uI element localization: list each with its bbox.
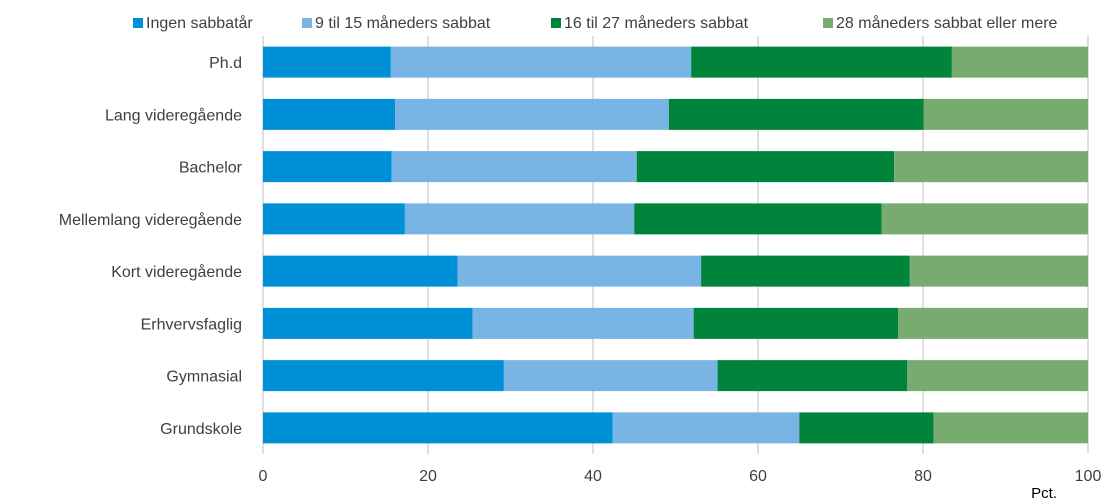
category-labels: Ph.d Lang videregående Bachelor Mellemlang … (59, 55, 243, 438)
category-label: Gymnasial (166, 369, 242, 386)
bar-segment (457, 255, 702, 287)
category-label: Ph.d (209, 55, 242, 72)
bar-segment (472, 307, 694, 339)
x-tick-60: 60 (749, 468, 767, 485)
bar-segment (263, 98, 395, 130)
category-label: Erhvervsfaglig (141, 316, 242, 333)
bar-segment (395, 98, 669, 130)
bar-segment (898, 307, 1088, 339)
legend-swatch (133, 18, 143, 28)
category-label: Kort videregående (111, 263, 242, 281)
x-tick-40: 40 (584, 468, 602, 485)
legend-swatch (551, 18, 561, 28)
x-tick-0: 0 (259, 468, 268, 485)
bars (263, 46, 1088, 444)
bar-segment (404, 203, 635, 235)
bar-segment (263, 255, 458, 287)
bar-segment (717, 360, 908, 392)
bar-segment (701, 255, 910, 287)
x-unit-label: Pct. (1031, 485, 1057, 502)
x-tick-80: 80 (914, 468, 932, 485)
bar-segment (634, 203, 882, 235)
category-label: Bachelor (179, 160, 243, 177)
bar-segment (263, 307, 473, 339)
gridlines (262, 36, 1089, 454)
bar-segment (909, 255, 1088, 287)
bar-segment (668, 98, 924, 130)
bar-segment (799, 412, 934, 444)
x-tick-labels: 0 20 40 60 80 100 (259, 468, 1102, 485)
bar-segment (894, 151, 1088, 183)
bar-segment (390, 46, 692, 78)
bar-segment (693, 307, 899, 339)
bar-segment (263, 46, 391, 78)
legend-label: 28 måneders sabbat eller mere (836, 14, 1058, 32)
bar-segment (263, 203, 405, 235)
x-tick-100: 100 (1075, 468, 1102, 485)
legend-label: Ingen sabbatår (146, 14, 253, 32)
bar-segment (612, 412, 800, 444)
bar-segment (951, 46, 1088, 78)
bar-segment (923, 98, 1088, 130)
bar-segment (881, 203, 1088, 235)
bar-segment (907, 360, 1088, 392)
bar-segment (263, 151, 392, 183)
bar-segment (691, 46, 952, 78)
bar-segment (503, 360, 718, 392)
bar-segment (391, 151, 637, 183)
bar-segment (263, 360, 504, 392)
legend-swatch (823, 18, 833, 28)
x-tick-20: 20 (419, 468, 437, 485)
legend-label: 9 til 15 måneders sabbat (315, 14, 491, 32)
legend-swatch (302, 18, 312, 28)
category-label: Lang videregående (105, 106, 242, 124)
category-label: Grundskole (160, 421, 242, 438)
bar-segment (933, 412, 1088, 444)
legend-label: 16 til 27 måneders sabbat (564, 14, 749, 32)
category-label: Mellemlang videregående (59, 211, 242, 229)
legend: Ingen sabbatår 9 til 15 måneders sabbat 16… (133, 14, 1058, 32)
bar-segment (636, 151, 895, 183)
bar-segment (263, 412, 613, 444)
